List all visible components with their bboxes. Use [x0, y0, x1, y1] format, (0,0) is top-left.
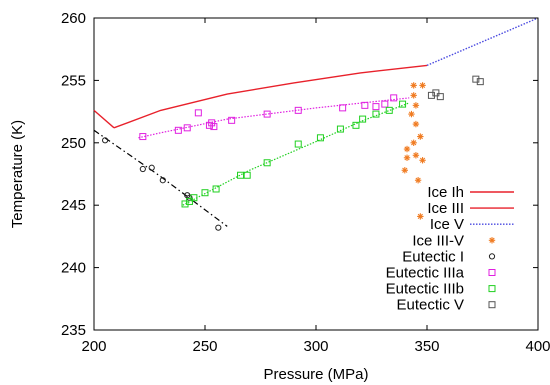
- y-axis: 235 240 245 250 255 260: [61, 10, 538, 339]
- legend-label-ice-iii-v: Ice III-V: [412, 232, 464, 249]
- fit-line: [138, 97, 410, 139]
- x-tick-label: 250: [192, 338, 217, 355]
- legend-swatch-eutectic-iiib: [488, 285, 496, 293]
- data-point-eutectic-iiia: [228, 116, 236, 124]
- fit-line: [93, 129, 228, 227]
- series-line-ice-iii: [113, 64, 428, 129]
- data-point-eutectic-i: [102, 137, 109, 144]
- legend-label-ice-v: Ice V: [430, 216, 464, 233]
- fit-line: [182, 102, 410, 206]
- data-point-eutectic-i: [148, 164, 155, 171]
- data-point-ice-iii-v: [413, 152, 419, 158]
- data-point-eutectic-iiia: [381, 100, 389, 108]
- data-point-ice-iii-v: [413, 102, 419, 108]
- data-point-ice-iii-v: [413, 121, 419, 127]
- data-point-eutectic-iiia: [183, 124, 191, 132]
- x-tick-label: 400: [525, 338, 550, 355]
- data-point-eutectic-iiib: [181, 200, 189, 208]
- data-point-ice-iii-v: [415, 177, 421, 183]
- data-point-ice-iii-v: [417, 213, 423, 220]
- legend-label-eutectic-iiib: Eutectic IIIb: [386, 281, 464, 298]
- data-point-eutectic-i: [215, 224, 222, 231]
- data-point-eutectic-iiia: [339, 104, 347, 112]
- data-point-ice-iii-v: [402, 167, 408, 173]
- data-point-eutectic-iiia: [174, 126, 182, 134]
- x-axis: 200 250 300 350 400: [81, 18, 550, 355]
- data-point-eutectic-iiib: [237, 171, 245, 179]
- plot-frame: [93, 17, 539, 331]
- data-point-eutectic-iiib: [243, 171, 251, 179]
- data-point-eutectic-iiia: [294, 106, 302, 114]
- data-point-ice-iii-v: [417, 133, 423, 140]
- data-point-eutectic-i: [186, 194, 193, 201]
- data-point-eutectic-iiia: [361, 101, 369, 109]
- legend-label-eutectic-i: Eutectic I: [402, 248, 464, 265]
- legend-swatch-eutectic-iiia: [488, 269, 496, 276]
- data-point-eutectic-i: [139, 165, 146, 173]
- data-point-eutectic-iiib: [212, 185, 220, 193]
- y-tick-label: 255: [61, 72, 86, 89]
- plot-frame-group: [93, 17, 539, 331]
- y-tick-label: 240: [61, 260, 86, 277]
- data-point-eutectic-iiib: [201, 189, 209, 197]
- data-point-eutectic-iiib: [185, 197, 193, 205]
- data-point-eutectic-iiib: [316, 134, 324, 142]
- data-point-eutectic-iiib: [352, 121, 360, 129]
- data-point-eutectic-iiia: [139, 133, 147, 141]
- y-tick-label: 260: [61, 10, 86, 27]
- legend-swatch-eutectic-i: [488, 253, 496, 260]
- data-point-ice-iii-v: [419, 157, 426, 163]
- data-point-eutectic-v: [472, 75, 480, 83]
- data-point-ice-iii-v: [404, 155, 410, 161]
- y-tick-label: 245: [61, 197, 86, 214]
- data-point-eutectic-v: [476, 78, 484, 86]
- legend-label-eutectic-v: Eutectic V: [396, 297, 464, 314]
- data-point-eutectic-iiib: [385, 106, 393, 114]
- data-point-eutectic-iiia: [263, 110, 271, 118]
- legend-label-ice-ih: Ice Ih: [427, 184, 464, 201]
- data-point-eutectic-iiia: [208, 119, 216, 127]
- data-point-eutectic-iiib: [399, 100, 407, 108]
- data-point-ice-iii-v: [411, 82, 417, 89]
- data-point-ice-iii-v: [411, 140, 417, 146]
- fit-lines: [93, 97, 410, 227]
- data-point-eutectic-v: [432, 89, 440, 97]
- x-tick-label: 200: [81, 338, 106, 355]
- data-point-eutectic-iiia: [372, 103, 380, 111]
- data-point-eutectic-iiib: [372, 110, 380, 118]
- x-tick-label: 350: [414, 338, 439, 355]
- series-points: [102, 75, 484, 231]
- data-point-ice-iii-v: [411, 92, 417, 99]
- data-point-eutectic-v: [427, 91, 435, 99]
- data-point-eutectic-iiib: [263, 159, 271, 167]
- y-axis-label: Temperature (K): [9, 120, 26, 228]
- x-tick-label: 300: [303, 338, 328, 355]
- y-tick-label: 235: [61, 322, 86, 339]
- data-point-ice-iii-v: [408, 111, 415, 117]
- x-axis-label: Pressure (MPa): [263, 366, 368, 383]
- series-line-ice-v: [426, 17, 539, 67]
- y-tick-label: 250: [61, 135, 86, 152]
- data-point-eutectic-iiib: [190, 194, 198, 202]
- data-point-eutectic-iiib: [336, 125, 344, 133]
- data-point-ice-iii-v: [419, 82, 426, 89]
- data-point-eutectic-iiia: [205, 121, 213, 129]
- legend-swatch-ice-iii-v: [489, 237, 495, 243]
- series-lines: [93, 17, 539, 129]
- data-point-eutectic-iiib: [294, 140, 302, 148]
- data-point-ice-iii-v: [404, 146, 410, 152]
- data-point-eutectic-i: [159, 177, 166, 184]
- series-line-ice-ih: [93, 109, 115, 129]
- legend-label-ice-iii: Ice III: [427, 200, 464, 217]
- data-point-eutectic-iiib: [359, 115, 367, 123]
- legend-swatch-eutectic-v: [488, 301, 496, 309]
- legend-label-eutectic-iiia: Eutectic IIIa: [386, 265, 465, 282]
- data-point-eutectic-iiia: [210, 123, 218, 131]
- data-point-eutectic-v: [436, 93, 444, 101]
- data-point-eutectic-iiia: [390, 94, 398, 102]
- data-point-eutectic-iiia: [194, 109, 202, 117]
